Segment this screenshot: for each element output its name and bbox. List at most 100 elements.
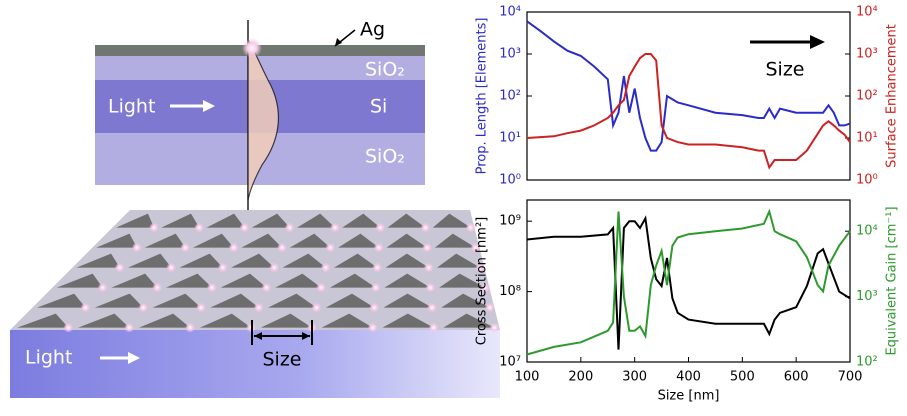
hotspot [206,282,217,293]
layer-stack: Ag SiO₂ Si SiO₂ Light [95,19,425,210]
y-tick-label: 10⁹ [499,214,521,229]
hotspot [375,222,386,233]
triangle [443,313,495,328]
x-tick-label: 300 [622,370,647,385]
hotspot [373,242,384,253]
triangle [268,293,317,308]
size-marker [251,320,313,345]
triangle [111,273,158,288]
series-line [526,20,851,152]
x-tick-label: 700 [838,370,863,385]
triangle [179,253,223,268]
y2-axis-label: Surface Enhancement [885,24,900,168]
hotspot [217,262,228,273]
triangle [251,213,290,228]
triangle [342,213,381,228]
hotspot [330,222,341,233]
triangle [297,213,336,228]
metal-label: Ag [360,19,385,41]
hotspot [131,242,142,253]
hotspot [427,302,438,313]
cladding-label: SiO₂ [365,146,405,168]
triangle [78,313,130,328]
y-tick-label: 10⁴ [499,5,521,20]
plot-frame [526,199,851,363]
hotspot [152,282,163,293]
hotspot [428,322,439,333]
hotspot [97,282,108,293]
light-arrow-head [203,100,215,112]
hotspot [277,242,288,253]
triangle [387,213,426,228]
y-tick-label: 10⁰ [856,173,878,188]
triangle [386,233,428,248]
light-arrow-head [128,352,140,364]
triangle [382,313,434,328]
size-label: Size [262,349,301,371]
y-tick-label: 10⁷ [499,355,521,370]
hotspot [149,222,160,233]
y-tick-label: 10² [856,355,878,370]
y-tick-label: 10² [499,89,521,104]
triangle [384,273,431,288]
triangle [241,233,283,248]
triangle [434,233,476,248]
x-tick-label: 500 [730,370,755,385]
x-tick-label: 200 [568,370,593,385]
triangle [76,253,120,268]
core-label: Si [370,96,387,118]
triangle [17,313,69,328]
hotspot [367,322,378,333]
y-tick-label: 10¹ [499,131,521,146]
hotspot [465,222,476,233]
triangle [432,213,471,228]
triangle-array: Light Size [10,210,500,398]
series-line [526,215,851,350]
triangle [289,233,331,248]
y-tick-label: 10⁴ [856,5,878,20]
light-label: Light [108,96,155,118]
y-tick-label: 10³ [499,47,521,62]
triangle [116,213,155,228]
hotspot [325,242,336,253]
triangle [193,233,234,248]
triangle [383,293,433,308]
series-line [526,53,851,170]
hotspot [63,322,74,333]
x-tick-label: 600 [784,370,809,385]
hotspot [138,302,149,313]
triangle [329,273,376,288]
hotspot [370,282,381,293]
hotspot [166,262,177,273]
hotspot [320,262,331,273]
triangle [439,273,486,288]
hotspot [425,282,436,293]
hotspot [124,322,135,333]
hotspot [475,262,486,273]
triangle [275,273,322,288]
hotspot [311,302,322,313]
hotspot [369,302,380,313]
cladding-label: SiO₂ [365,59,405,81]
hotspot [228,242,239,253]
hotspot [253,302,264,313]
annotation: Size [765,59,804,81]
triangle [144,233,186,248]
hotspot [484,302,495,313]
hotspot [489,322,500,333]
triangle [325,293,375,308]
triangle [161,213,200,228]
hotspot [420,222,431,233]
x-axis-label: Size [nm] [658,389,720,404]
mode-profile [247,38,280,201]
hotspot [185,322,196,333]
hotspot [239,222,250,233]
hotspot [423,262,434,273]
triangle [152,293,202,308]
y-axis-label: Cross Section [nm²] [475,217,490,345]
triangle [441,293,490,308]
y-tick-label: 10⁰ [499,173,521,188]
y2-axis-label: Equivalent Gain [cm⁻¹] [885,206,900,355]
triangle [206,213,245,228]
series-line [526,208,851,356]
